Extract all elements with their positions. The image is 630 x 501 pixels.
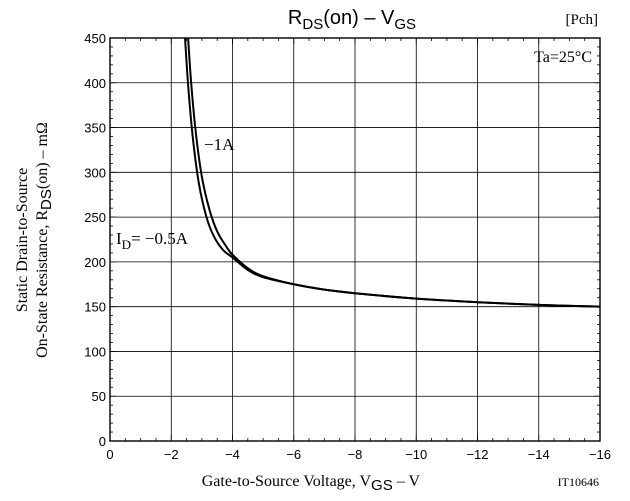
x-tick-label: −12 [466,447,488,462]
x-tick-label: −6 [286,447,301,462]
x-tick-label: −8 [348,447,363,462]
title-tag: [Pch] [566,12,599,28]
x-tick-label: −4 [225,447,240,462]
figure-code: IT10646 [558,475,599,489]
x-tick-label: −2 [164,447,179,462]
curve-label-05a: ID= −0.5A [116,229,189,252]
chart-title: RDS(on) – VGS [288,7,416,33]
y-tick-label: 150 [84,300,106,315]
x-axis-label: Gate-to-Source Voltage, VGS – V [202,473,421,494]
x-tick-label: −16 [589,447,611,462]
y-tick-label: 450 [84,31,106,46]
condition-label: Ta=25°C [534,49,592,66]
x-tick-label: 0 [106,447,113,462]
y-axis-label-line2: On-State Resistance, RDS(on) – mΩ [34,122,55,358]
y-tick-label: 250 [84,210,106,225]
x-tick-label: −14 [528,447,550,462]
y-tick-label: 0 [99,434,106,449]
y-axis-label-line1: Static Drain-to-Source [14,168,31,312]
y-tick-label: 350 [84,121,106,136]
y-tick-label: 50 [92,389,106,404]
y-tick-label: 100 [84,344,106,359]
y-tick-label: 400 [84,76,106,91]
curve-label-1a: −1A [204,135,235,154]
y-tick-label: 200 [84,255,106,270]
y-tick-label: 300 [84,165,106,180]
x-tick-label: −10 [405,447,427,462]
